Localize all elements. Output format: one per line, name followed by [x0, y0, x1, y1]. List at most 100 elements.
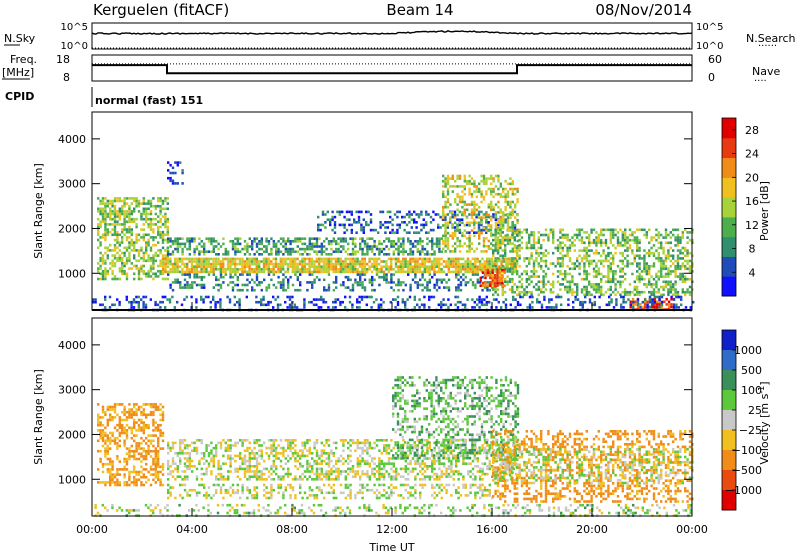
power-cell: [186, 286, 189, 289]
power-cell: [121, 236, 124, 239]
power-cell: [634, 303, 637, 306]
power-cell: [492, 251, 495, 255]
power-cell: [368, 247, 371, 251]
velocity-cell: [135, 473, 138, 476]
power-cell: [605, 303, 608, 307]
power-cell: [463, 192, 466, 196]
velocity-cell: [222, 454, 225, 458]
velocity-cell: [135, 434, 138, 437]
power-cell: [494, 226, 498, 230]
power-cell: [97, 207, 100, 211]
velocity-cell: [169, 446, 172, 450]
power-cell: [157, 230, 160, 234]
velocity-cell: [121, 429, 124, 432]
power-cell: [310, 265, 314, 268]
power-cell: [279, 250, 283, 253]
power-cell: [99, 272, 102, 276]
power-cell: [636, 285, 639, 289]
power-cell: [684, 277, 687, 281]
power-cell: [583, 249, 586, 252]
power-cell: [370, 265, 374, 268]
power-cell: [282, 281, 285, 284]
power-cell: [113, 238, 117, 242]
velocity-cell: [111, 478, 114, 482]
power-cell: [325, 270, 328, 274]
power-cell: [440, 250, 443, 253]
power-cell: [604, 275, 608, 278]
velocity-cell: [133, 421, 136, 424]
velocity-cell: [234, 459, 237, 463]
power-cell: [248, 281, 251, 284]
power-cell: [174, 161, 177, 164]
power-cell: [510, 262, 513, 266]
power-cell: [480, 192, 483, 196]
power-cell: [547, 236, 550, 239]
power-cell: [125, 215, 129, 218]
power-cell: [597, 241, 600, 245]
power-cell: [470, 229, 474, 232]
power-cell: [363, 253, 367, 256]
power-cell: [188, 247, 191, 251]
power-cell: [600, 290, 603, 294]
power-cell: [367, 223, 370, 227]
velocity-cell: [243, 459, 247, 463]
velocity-cell: [203, 472, 206, 476]
power-cell: [123, 215, 126, 218]
power-cell: [193, 240, 196, 243]
power-cell: [440, 278, 443, 282]
power-cell: [461, 190, 464, 193]
power-cell: [459, 265, 462, 268]
power-cell: [664, 264, 668, 268]
power-cell: [612, 290, 615, 294]
power-cell: [624, 290, 627, 294]
power-cell: [152, 223, 155, 226]
power-cell: [193, 260, 196, 263]
power-cell: [108, 306, 112, 309]
power-cell: [571, 293, 574, 297]
power-cell: [499, 238, 502, 242]
power-cell: [672, 283, 675, 286]
power-cell: [234, 273, 237, 276]
power-cell: [664, 285, 668, 289]
velocity-cell: [123, 473, 126, 476]
velocity-cell: [176, 475, 179, 478]
power-cell: [588, 290, 591, 294]
power-cbar-swatch: [722, 216, 736, 238]
power-cell: [108, 295, 112, 299]
power-cell: [287, 240, 290, 243]
power-cell: [679, 241, 682, 245]
power-cell: [446, 200, 450, 204]
power-cell: [294, 270, 297, 274]
velocity-cell: [142, 423, 145, 427]
power-cell: [176, 260, 179, 263]
power-cell: [272, 245, 275, 248]
power-cell: [380, 270, 383, 274]
velocity-cell: [212, 462, 215, 465]
power-cell: [513, 290, 516, 294]
power-cell: [592, 251, 596, 255]
power-cell: [147, 225, 150, 229]
power-cell: [431, 253, 434, 256]
power-cell: [492, 298, 496, 301]
power-cell: [585, 246, 588, 250]
power-cell: [511, 231, 514, 235]
power-cell: [457, 268, 460, 271]
power-cell: [468, 174, 471, 178]
power-cell: [588, 241, 591, 245]
power-cell: [564, 285, 567, 289]
velocity-cell: [191, 470, 194, 473]
power-cell: [482, 226, 486, 230]
power-cell: [433, 286, 436, 289]
velocity-cell: [159, 447, 162, 450]
power-cell: [212, 260, 215, 263]
power-cell: [597, 259, 600, 263]
power-cell: [461, 185, 464, 188]
power-cell: [339, 260, 342, 263]
power-cell: [267, 303, 270, 307]
power-cell: [616, 236, 620, 239]
power-cell: [152, 267, 155, 270]
velocity-cell: [159, 423, 162, 427]
power-cell: [530, 293, 533, 297]
power-cell: [576, 285, 579, 289]
power-cell: [335, 278, 338, 282]
